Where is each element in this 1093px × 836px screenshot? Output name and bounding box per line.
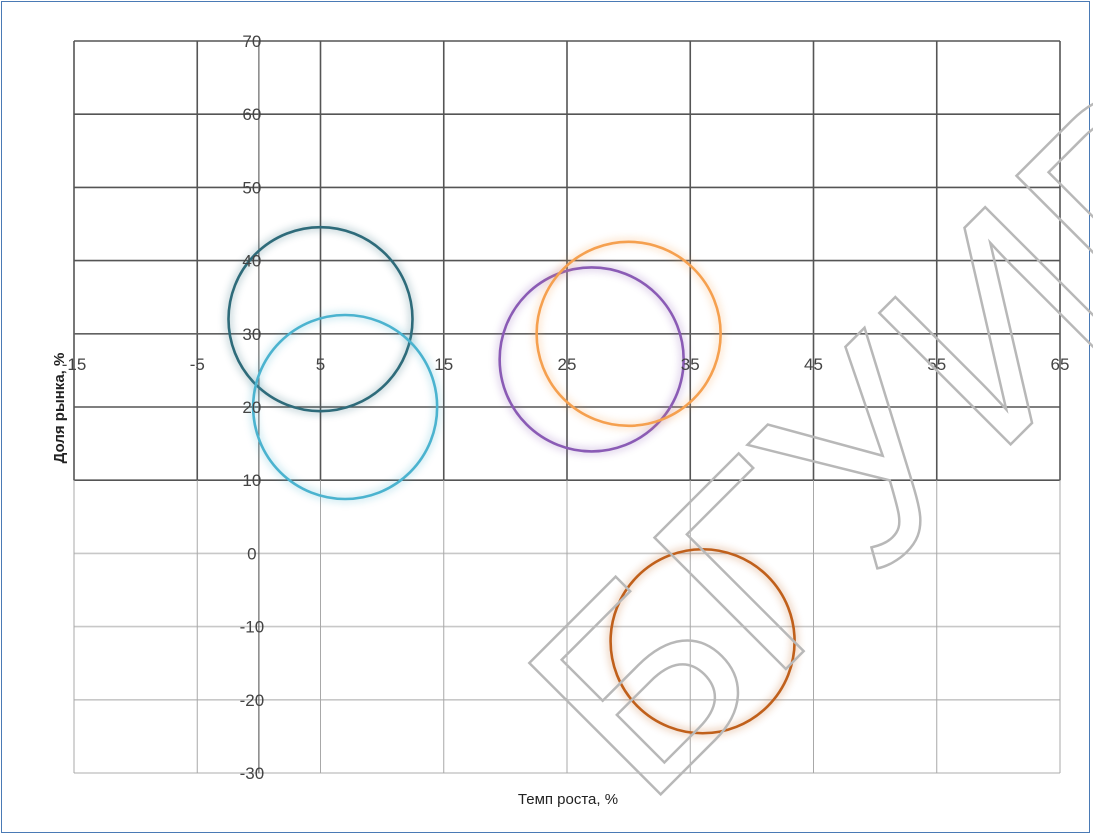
tick-labels: -15 -5 5 15 25 35 45 55 65 -30 -20 -10 0 10 20 30 40 50 60… <box>62 32 1070 783</box>
bubble-4 <box>609 547 796 735</box>
x-tick-label: -5 <box>190 355 205 374</box>
y-tick-label: 40 <box>242 252 261 271</box>
y-tick-label: 30 <box>242 325 261 344</box>
x-axis-title: Темп роста, % <box>518 791 618 808</box>
y-tick-label: 0 <box>247 544 256 563</box>
y-tick-label: -20 <box>240 691 265 710</box>
x-tick-label: -15 <box>62 355 87 374</box>
y-tick-label: 70 <box>242 32 261 51</box>
bubble-0 <box>227 225 414 413</box>
watermark-text: БГУИР <box>473 24 1093 836</box>
bubble-1 <box>251 313 439 501</box>
y-tick-label: -10 <box>240 618 265 637</box>
y-tick-label: 20 <box>242 398 261 417</box>
x-tick-label: 65 <box>1051 355 1070 374</box>
y-tick-label: -30 <box>240 764 265 783</box>
x-tick-label: 15 <box>434 355 453 374</box>
x-tick-label: 55 <box>927 355 946 374</box>
grid-lines <box>73 40 1061 774</box>
x-tick-label: 35 <box>681 355 700 374</box>
y-tick-label: 60 <box>242 105 261 124</box>
x-tick-label: 25 <box>558 355 577 374</box>
x-tick-label: 45 <box>804 355 823 374</box>
y-axis-title: Доля рынка, % <box>51 353 68 464</box>
bubbles <box>225 223 799 737</box>
y-tick-label: 10 <box>242 471 261 490</box>
bubble-2 <box>498 266 685 453</box>
y-tick-label: 50 <box>242 178 261 197</box>
bubble-3 <box>535 240 722 428</box>
x-tick-label: 5 <box>316 355 325 374</box>
